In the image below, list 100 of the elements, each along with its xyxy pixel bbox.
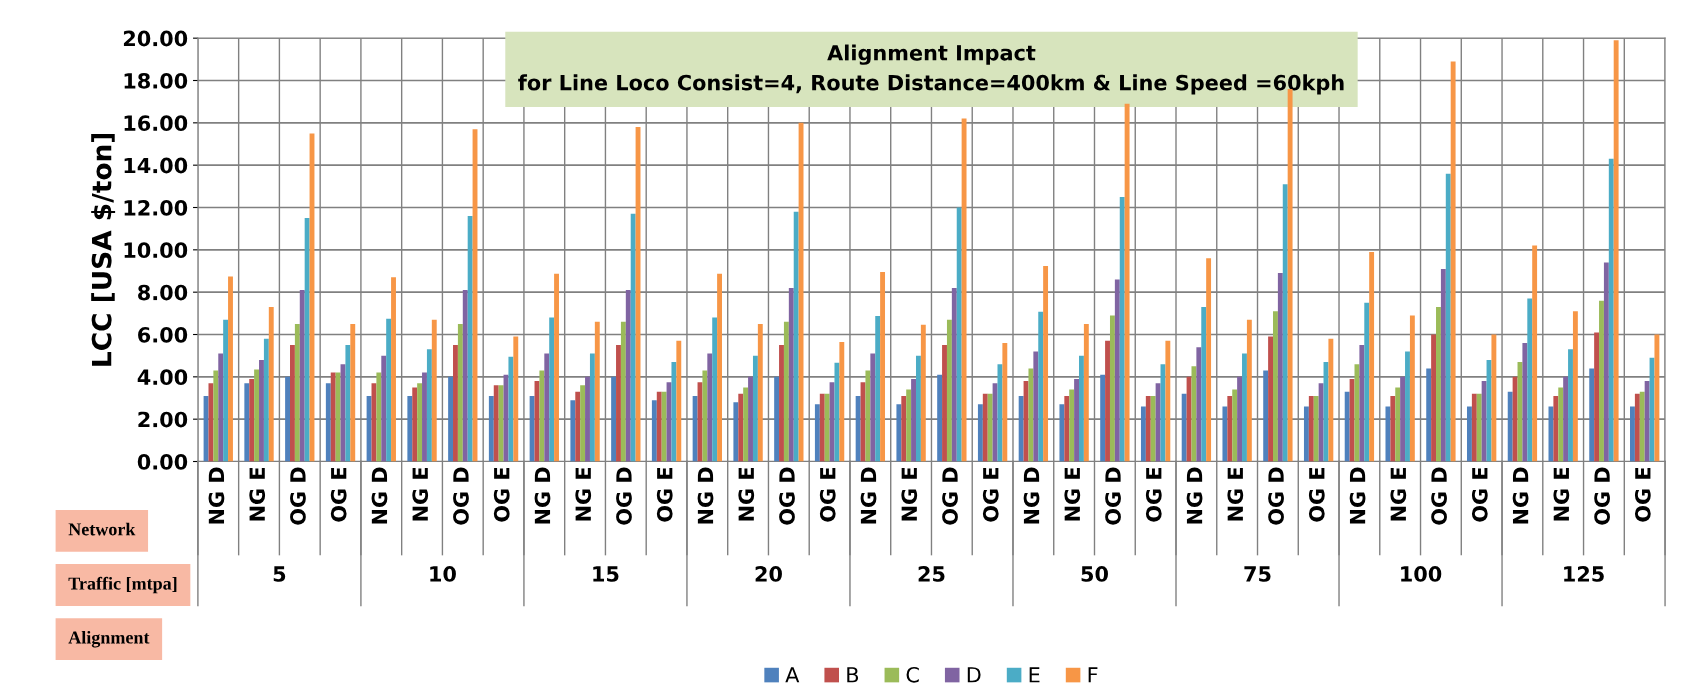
bar	[1563, 376, 1569, 462]
bar	[304, 218, 310, 462]
bar	[875, 316, 881, 462]
bar	[1273, 311, 1278, 462]
bar	[630, 213, 636, 462]
x-tick-label: OG E	[819, 467, 836, 522]
bar	[1634, 393, 1640, 462]
y-tick-label: 8.00	[138, 284, 188, 301]
bar	[1553, 395, 1559, 462]
x-tick-label: NG E	[1227, 467, 1244, 521]
bar	[752, 355, 758, 462]
bar	[208, 383, 214, 462]
bar	[738, 393, 744, 462]
x-tick-label: OG E	[1145, 467, 1162, 522]
bar	[488, 395, 494, 462]
y-tick-label: 18.00	[124, 72, 188, 89]
bar	[1344, 391, 1350, 462]
bar	[906, 389, 912, 462]
text: 75	[1244, 566, 1271, 582]
x-tick-label: OG E	[1471, 467, 1488, 522]
text: 20	[755, 566, 782, 582]
bar	[946, 319, 952, 462]
bar	[285, 376, 290, 462]
bar	[834, 362, 840, 462]
bar	[779, 345, 784, 462]
x-tick-label: OG D	[1105, 467, 1121, 525]
bar	[656, 391, 662, 462]
bar	[915, 355, 921, 462]
x-tick-label: NG E	[1064, 467, 1081, 521]
bar	[1263, 370, 1269, 462]
text: 10	[430, 566, 456, 582]
bar	[651, 400, 657, 462]
bar	[1364, 302, 1370, 462]
bar	[544, 353, 550, 462]
bar	[692, 395, 698, 462]
bar	[819, 393, 825, 462]
text: Network	[68, 522, 136, 536]
bar	[1069, 389, 1075, 462]
x-tick-label: NG E	[1553, 467, 1570, 521]
text: 15	[593, 566, 619, 582]
bar	[1140, 406, 1146, 462]
bar	[1390, 395, 1396, 462]
bar	[1630, 406, 1635, 462]
bar	[661, 391, 667, 462]
bar	[788, 287, 794, 462]
bar	[707, 353, 713, 462]
bar	[911, 378, 916, 462]
bar	[1426, 368, 1432, 462]
bar	[1227, 395, 1233, 462]
bar	[493, 385, 499, 462]
text: 125	[1564, 566, 1604, 582]
bar	[1654, 334, 1660, 462]
bar	[1083, 323, 1089, 462]
bar	[422, 372, 427, 462]
x-tick-label: OG E	[330, 467, 347, 522]
bar	[942, 345, 947, 462]
bar	[1594, 332, 1600, 462]
bar	[345, 345, 351, 462]
x-tick-label: OG E	[982, 467, 999, 522]
bar	[376, 372, 382, 462]
bar	[757, 323, 763, 462]
bar	[896, 404, 902, 462]
bar	[1445, 173, 1451, 462]
x-tick-label: NG D	[697, 467, 714, 524]
bar	[1558, 387, 1564, 462]
bar	[366, 395, 372, 462]
bar	[961, 118, 967, 462]
bar	[1109, 315, 1115, 462]
bar	[712, 317, 718, 462]
bar	[431, 319, 437, 462]
x-tick-label: OG D	[1594, 467, 1610, 525]
bar	[937, 374, 943, 462]
bar	[1608, 158, 1614, 462]
bar	[1471, 393, 1477, 462]
bar	[798, 122, 804, 462]
bar	[743, 387, 749, 462]
bar	[254, 369, 260, 462]
bar	[997, 364, 1003, 462]
bar	[589, 353, 595, 462]
bar	[330, 372, 336, 462]
x-tick-label: NG D	[860, 467, 877, 524]
legend-label: D	[967, 667, 981, 683]
y-tick-label: 0.00	[137, 453, 188, 470]
x-tick-label: OG D	[616, 467, 632, 525]
x-tick-label: NG D	[371, 467, 388, 524]
bar	[1644, 381, 1650, 462]
bar	[1603, 262, 1609, 462]
bar	[1466, 406, 1472, 462]
bar	[717, 273, 722, 462]
bar	[386, 318, 392, 462]
y-tick-label: 2.00	[138, 411, 188, 428]
y-tick-label: 4.00	[137, 369, 188, 386]
bar	[325, 383, 331, 462]
bar	[748, 376, 753, 462]
bar	[1328, 338, 1334, 462]
x-tick-label: OG E	[1634, 467, 1651, 522]
bar	[1100, 374, 1106, 462]
bar	[1385, 406, 1391, 462]
bar	[1124, 103, 1130, 462]
text: for Line Loco Consist=4, Route Distance=400km & Line Speed =60kph	[518, 74, 1344, 95]
